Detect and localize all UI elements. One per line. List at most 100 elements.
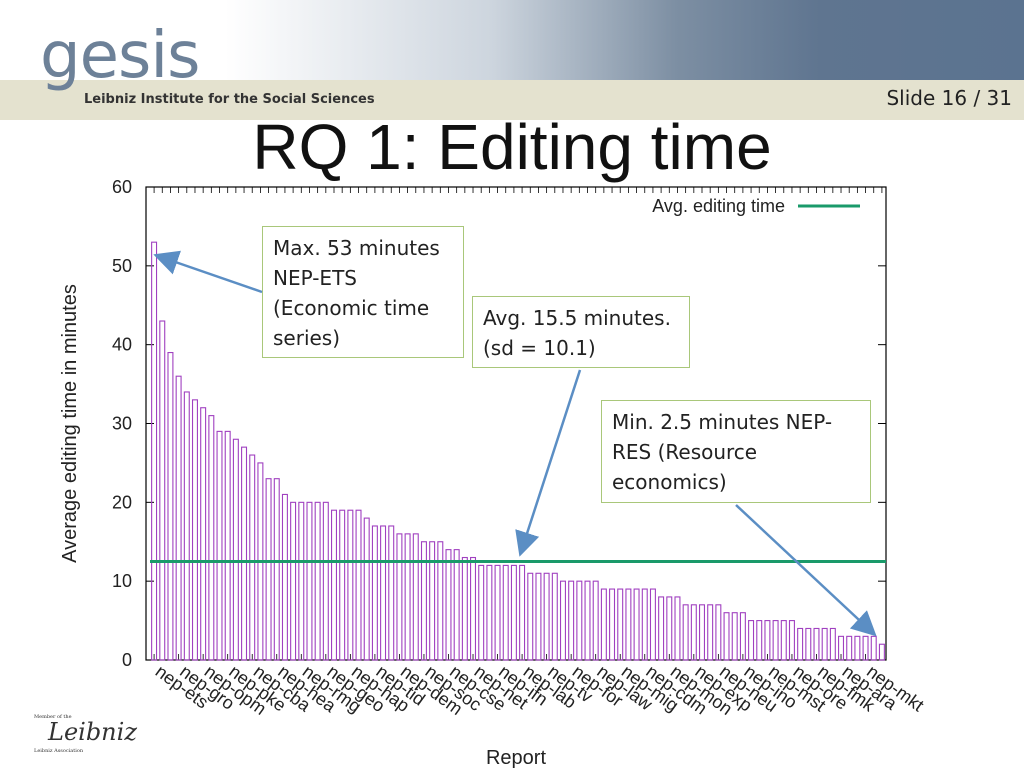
bar [584,580,591,661]
bar [420,541,427,661]
bar [470,556,477,661]
avg-callout: Avg. 15.5 minutes. (sd = 10.1) [472,296,690,368]
bar [731,612,738,661]
slide-number: Slide 16 / 31 [886,86,1012,110]
bar [453,549,460,661]
bar [355,509,362,661]
bar [339,509,346,661]
bar [772,620,779,661]
bar [175,375,182,661]
bar [330,509,338,661]
bar [739,612,746,661]
leibniz-association-text: Leibniz Association [34,748,84,754]
bar [486,564,493,661]
bar [674,596,681,661]
bar [412,533,419,661]
bar [404,533,411,661]
bar [306,501,313,661]
bar [666,596,673,661]
bar [183,391,190,661]
bar [298,501,305,661]
bar [322,501,329,661]
bar [363,517,370,661]
bar [380,525,387,661]
bar [870,635,877,661]
y-tick-label: 30 [112,414,132,434]
legend-label: Avg. editing time [652,196,785,216]
y-tick-label: 60 [112,177,132,197]
bar [314,501,321,661]
bar [388,525,395,661]
bar [838,635,845,661]
leibniz-member-text: Member of the [34,714,72,720]
bar [723,612,730,661]
bar [429,541,436,661]
bar [241,446,248,661]
bar [551,572,558,661]
bar [445,549,452,661]
slide-title: RQ 1: Editing time [252,111,772,183]
bar [232,438,239,661]
bar [371,525,378,661]
y-tick-label: 10 [112,571,132,591]
bar [535,572,542,661]
bar [502,564,509,661]
bar [437,541,444,661]
bar [347,509,354,661]
bar [200,407,207,661]
bar [191,399,198,661]
bar [576,580,583,661]
gesis-logo-subtitle: Leibniz Institute for the Social Science… [84,92,375,107]
bar [756,620,763,661]
bar [559,580,566,661]
bar [846,635,853,661]
bar [527,572,534,661]
bar [478,564,485,661]
bar [592,580,599,661]
bar [854,635,861,661]
bar [690,604,697,661]
bar [821,627,828,661]
y-tick-label: 40 [112,335,132,355]
bar [159,320,166,661]
bar [715,604,722,661]
y-tick-label: 50 [112,256,132,276]
bar [281,493,288,661]
x-axis-label: Report [486,747,546,768]
bar [290,501,297,661]
bar [396,533,403,661]
bar [216,430,223,661]
leibniz-script: Leibniz [48,718,137,746]
bar [658,596,665,661]
bar [568,580,575,661]
y-tick-label: 20 [112,492,132,512]
bar [682,604,689,661]
bar [609,588,616,661]
bar [265,478,272,661]
bar [510,564,517,661]
min-callout: Min. 2.5 minutes NEP-RES (Resource econo… [601,400,871,503]
bar [707,604,714,661]
bar [617,588,624,661]
gesis-logo: gesis [40,19,200,93]
bar [600,588,607,661]
bar [641,588,648,661]
leibniz-logo: Member of the Leibniz Leibniz Associatio… [30,712,137,756]
bar [273,478,280,661]
bar [208,415,215,661]
bar [461,556,468,661]
bar [249,454,256,661]
bar [543,572,550,661]
y-axis-label: Average editing time in minutes [59,284,81,563]
bar [797,627,804,661]
y-tick-label: 0 [122,650,132,670]
bar [698,604,706,661]
bar [519,564,526,661]
bar [633,588,640,661]
bar [805,627,812,661]
bar [649,588,656,661]
bar [748,620,755,661]
bar [878,643,885,661]
bar [224,430,231,661]
